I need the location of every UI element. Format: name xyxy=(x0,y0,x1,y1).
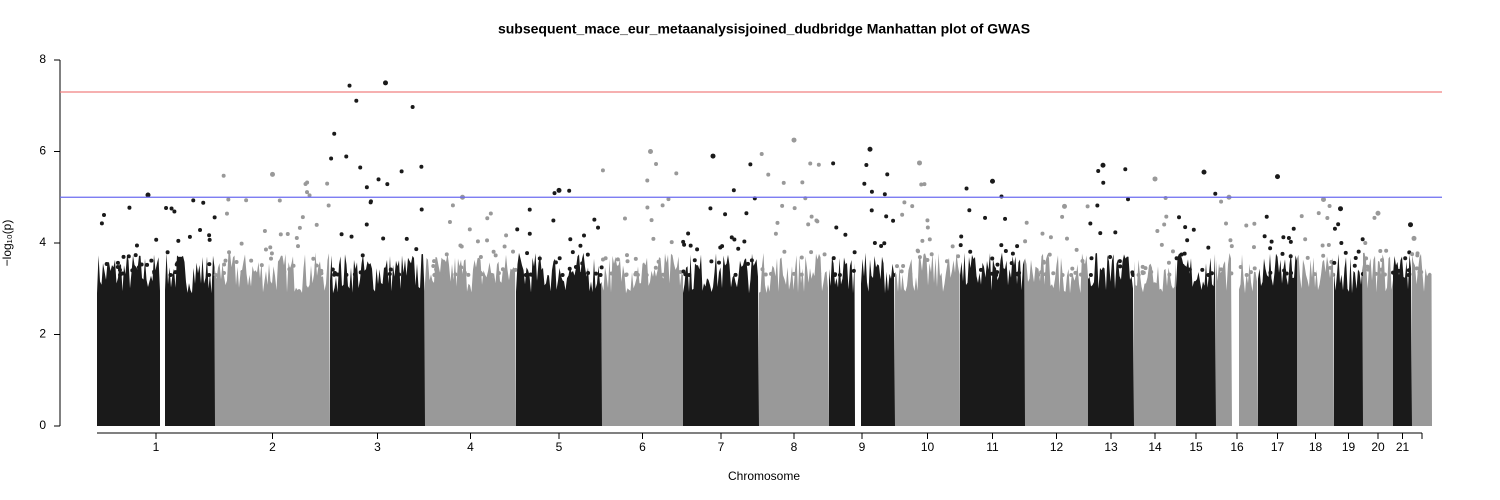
y-tick-label: 0 xyxy=(39,418,46,432)
top-point xyxy=(556,187,562,193)
point-cloud xyxy=(1299,204,1336,277)
point-cloud xyxy=(215,252,330,426)
x-axis-label: Chromosome xyxy=(728,469,800,483)
point-cloud xyxy=(165,252,215,426)
point-cloud xyxy=(759,152,827,277)
point-cloud xyxy=(600,162,683,278)
point-cloud xyxy=(681,162,757,277)
top-point xyxy=(990,178,995,184)
point-cloud xyxy=(960,252,1025,426)
top-point xyxy=(1275,174,1280,180)
point-cloud xyxy=(330,254,425,426)
point-cloud xyxy=(829,257,855,426)
point-cloud xyxy=(895,182,961,278)
point-cloud xyxy=(1393,254,1412,426)
top-point xyxy=(1062,203,1067,209)
x-tick-label: 12 xyxy=(1050,440,1064,454)
top-point xyxy=(648,149,653,154)
point-cloud xyxy=(425,253,516,426)
x-tick-label: 4 xyxy=(467,440,474,454)
y-tick-label: 8 xyxy=(39,52,46,66)
point-cloud xyxy=(1219,199,1234,276)
x-tick-label: 16 xyxy=(1230,440,1244,454)
point-cloud xyxy=(1410,251,1424,277)
point-cloud xyxy=(1238,221,1257,277)
point-cloud xyxy=(516,252,602,426)
point-cloud xyxy=(515,188,604,278)
top-point xyxy=(145,192,151,198)
y-tick-label: 4 xyxy=(39,235,46,249)
top-point xyxy=(383,80,388,86)
point-cloud xyxy=(329,83,424,278)
point-cloud xyxy=(97,254,160,426)
top-point xyxy=(791,137,797,143)
x-tick-label: 8 xyxy=(791,440,798,454)
top-point xyxy=(710,153,716,159)
point-cloud xyxy=(1136,195,1175,277)
x-tick-label: 11 xyxy=(986,440,999,454)
x-tick-label: 3 xyxy=(374,440,381,454)
point-cloud xyxy=(1176,253,1216,426)
point-cloud xyxy=(213,173,331,278)
point-cloud xyxy=(759,253,829,426)
top-point xyxy=(1100,162,1106,168)
top-point xyxy=(1375,210,1381,216)
x-tick-label: 15 xyxy=(1189,440,1203,454)
chart-title: subsequent_mace_eur_metaanalysisjoined_d… xyxy=(498,21,1030,37)
top-point xyxy=(1152,176,1158,182)
point-cloud xyxy=(602,253,683,426)
point-cloud xyxy=(1023,204,1090,278)
y-tick-label: 2 xyxy=(39,327,46,341)
point-cloud xyxy=(1412,253,1432,426)
point-cloud xyxy=(683,253,759,426)
point-cloud xyxy=(1025,253,1088,426)
y-tick-label: 6 xyxy=(39,144,46,158)
point-cloud xyxy=(1216,253,1232,426)
point-cloud xyxy=(861,252,895,426)
point-clouds xyxy=(97,83,1432,426)
top-point xyxy=(1408,222,1413,228)
point-cloud xyxy=(1332,222,1365,276)
point-cloud xyxy=(1134,259,1176,426)
x-tick-label: 14 xyxy=(1148,440,1162,454)
x-tick-label: 9 xyxy=(859,440,866,454)
x-tick-label: 2 xyxy=(269,440,276,454)
x-tick-label: 18 xyxy=(1309,440,1323,454)
point-cloud xyxy=(1088,253,1134,426)
point-cloud xyxy=(1258,253,1297,426)
x-tick-label: 7 xyxy=(718,440,725,454)
top-point xyxy=(1338,206,1343,212)
point-cloud xyxy=(862,163,896,278)
top-point xyxy=(917,160,922,166)
x-tick-label: 10 xyxy=(921,440,935,454)
y-axis-label: −log₁₀(p) xyxy=(0,220,14,267)
point-cloud xyxy=(1363,215,1389,277)
point-cloud xyxy=(164,198,217,277)
point-cloud xyxy=(895,252,960,426)
point-cloud xyxy=(1297,254,1334,426)
x-tick-label: 17 xyxy=(1271,440,1285,454)
top-point xyxy=(1201,169,1207,175)
top-point xyxy=(1321,197,1326,203)
x-tick-label: 1 xyxy=(153,440,160,454)
top-point xyxy=(1411,235,1417,241)
top-point xyxy=(270,171,275,177)
x-tick-label: 21 xyxy=(1396,440,1410,454)
top-point xyxy=(867,146,873,152)
point-cloud xyxy=(1363,252,1393,426)
x-tick-label: 20 xyxy=(1371,440,1385,454)
x-tick-label: 19 xyxy=(1342,440,1356,454)
x-tick-label: 5 xyxy=(556,440,563,454)
point-cloud xyxy=(1391,250,1412,278)
point-cloud xyxy=(1334,253,1363,426)
x-tick-label: 6 xyxy=(639,440,646,454)
x-tick-label: 13 xyxy=(1104,440,1118,454)
point-cloud xyxy=(1239,254,1258,426)
